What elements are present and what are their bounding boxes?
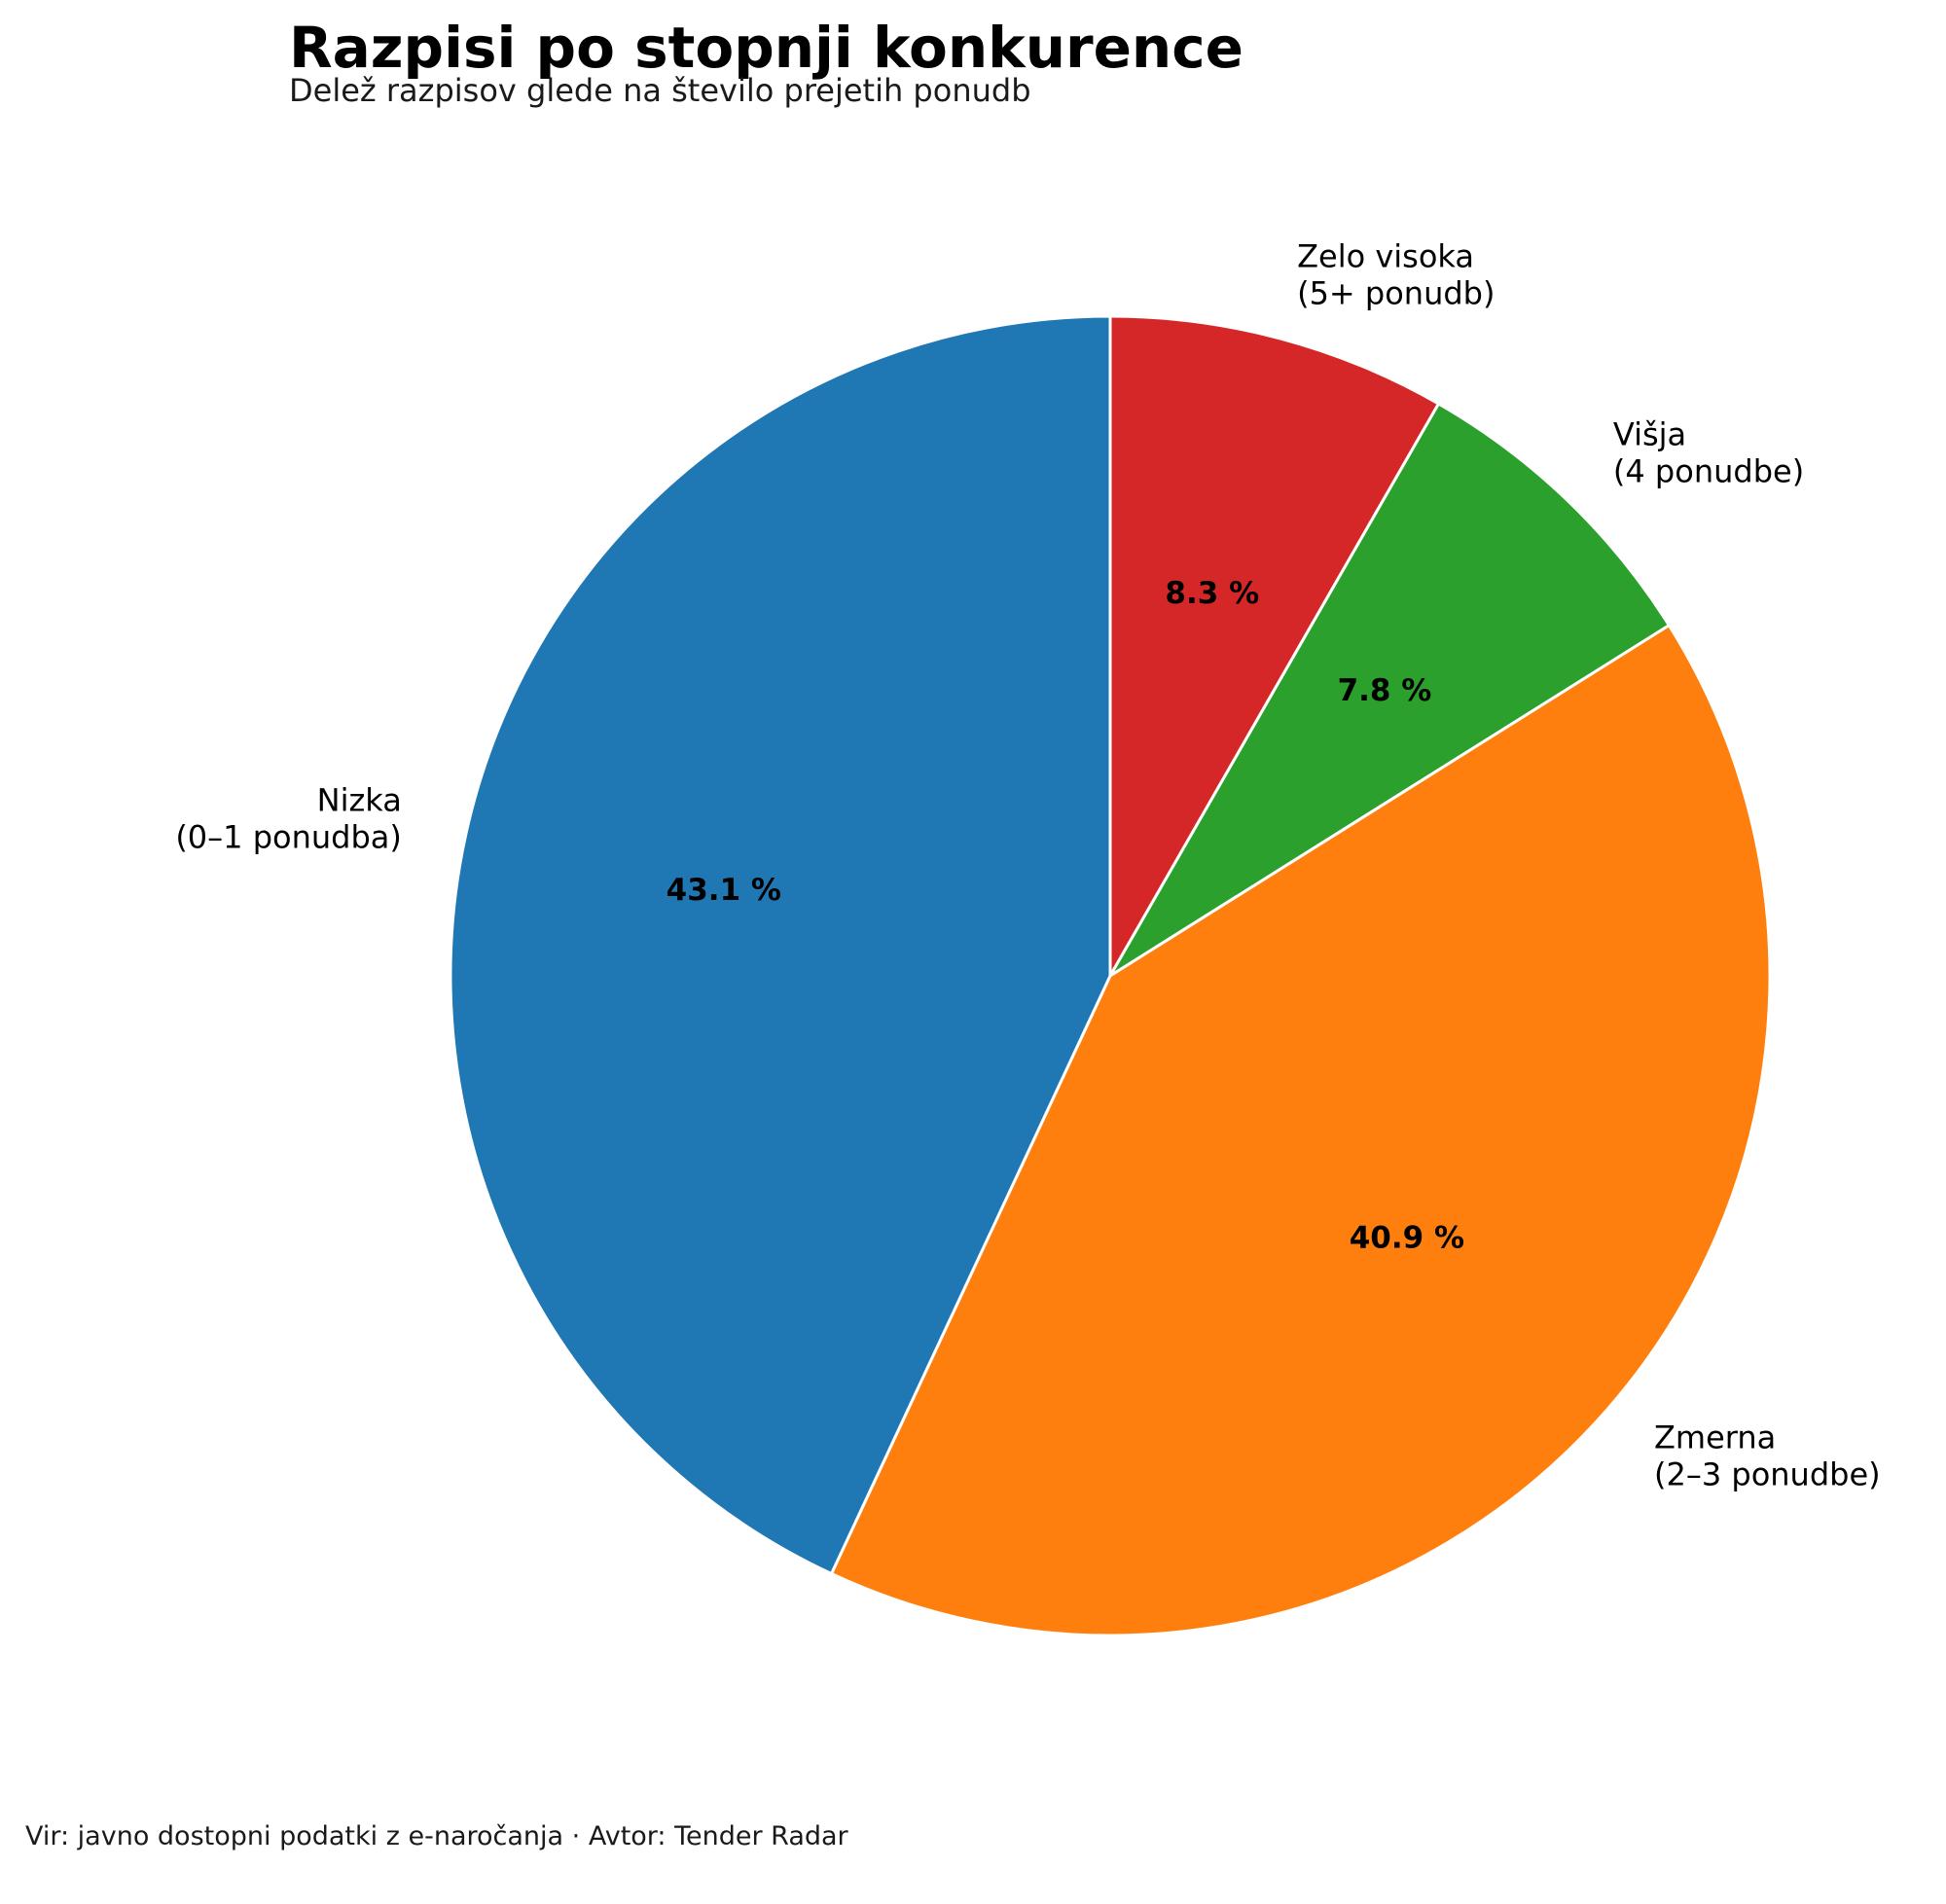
pie-slice-visja [1108,402,1671,978]
pie-value-label-visja: 7.8 % [1338,673,1432,708]
pie-category-label-line: Zmerna [1654,1419,1776,1456]
pie-value-label-zelo-visoka: 8.3 % [1165,576,1259,611]
pie-value-label-nizka: 43.1 % [667,873,781,908]
pie-category-label-line: Nizka [317,782,402,819]
pie-value-label-zmerna: 40.9 % [1350,1220,1464,1255]
pie-category-label-line: Zelo visoka [1297,237,1474,274]
pie-category-label-line: (5+ ponudb) [1297,274,1495,311]
pie-slices [449,314,1772,1637]
pie-category-label-nizka: Nizka (0–1 ponudba) [175,782,402,856]
chart-source-note: Vir: javno dostopni podatki z e-naročanj… [25,1821,848,1851]
pie-slice-zmerna [830,624,1772,1637]
chart-title: Razpisi po stopnji konkurence [289,15,1243,81]
pie-category-label-zelo-visoka: Zelo visoka (5+ ponudb) [1297,237,1495,311]
pie-category-label-line: Višja [1613,415,1686,452]
pie-category-label-zmerna: Zmerna (2–3 ponudbe) [1654,1419,1881,1493]
pie-slice-nizka [449,314,1112,1575]
pie-slice-zelo-visoka [1108,314,1440,978]
chart-subtitle: Delež razpisov glede na število prejetih… [289,72,1031,109]
pie-labels: 8.3 % Zelo visoka (5+ ponudb) 7.8 % Višja (4 … [175,237,1880,1492]
pie-category-label-line: (2–3 ponudbe) [1654,1456,1881,1493]
pie-category-label-line: (4 ponudbe) [1613,452,1804,489]
pie-category-label-visja: Višja (4 ponudbe) [1613,415,1804,489]
pie-category-label-line: (0–1 ponudba) [175,819,402,856]
